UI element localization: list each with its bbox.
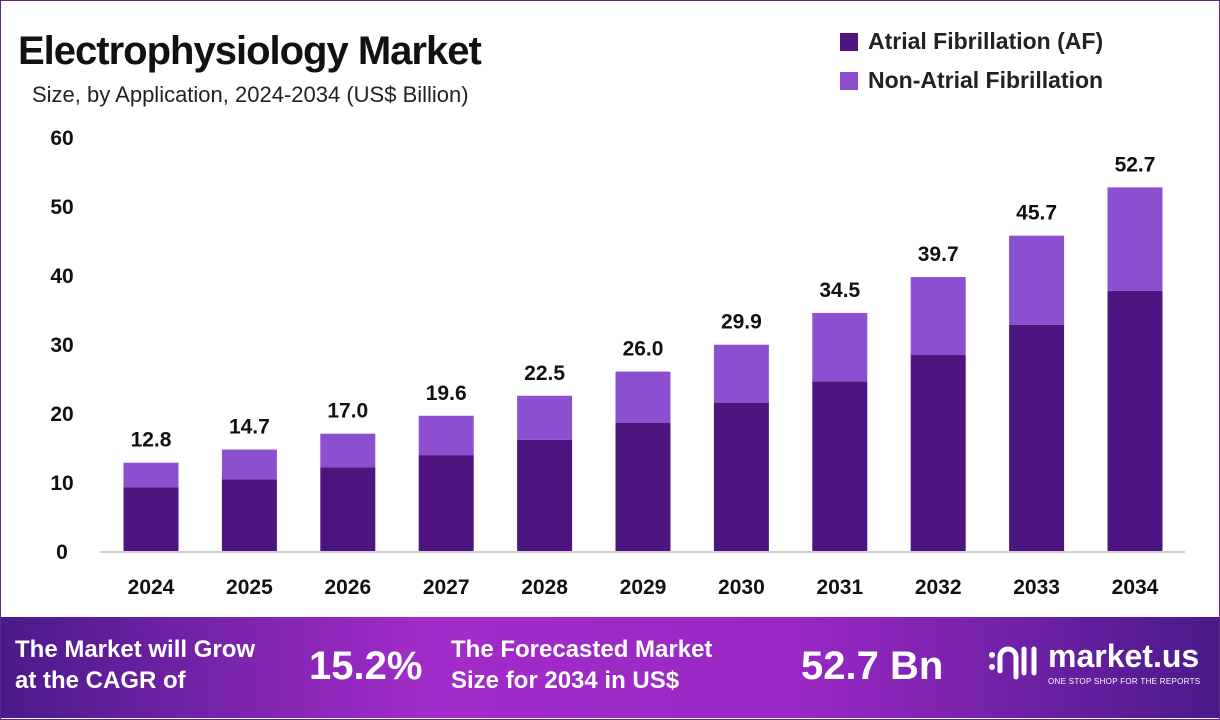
x-tick-label: 2026 (324, 576, 371, 599)
total-label-2024: 12.8 (131, 429, 172, 452)
marketus-logo-icon (989, 646, 1037, 680)
bar-af-2026 (320, 467, 376, 551)
logo-name: market.us (1048, 638, 1200, 674)
total-label-2025: 14.7 (229, 416, 270, 439)
bar-af-2025 (221, 479, 277, 551)
forecast-label-line2: Size for 2034 in US$ (451, 667, 680, 694)
legend-swatch-af (840, 32, 858, 51)
x-tick-label: 2032 (915, 576, 962, 599)
bar-non-af-2027 (418, 415, 474, 456)
bar-chart: 010203040506012.8202414.7202517.0202619.… (50, 127, 1185, 599)
bar-af-2034 (1107, 290, 1163, 551)
forecast-value: 52.7 Bn (801, 644, 944, 688)
total-label-2034: 52.7 (1115, 153, 1156, 176)
cagr-label-line2: at the CAGR of (15, 667, 186, 694)
legend-label-non-af: Non-Atrial Fibrillation (868, 67, 1104, 93)
bar-af-2031 (812, 381, 868, 551)
bar-non-af-2031 (812, 312, 868, 382)
x-tick-label: 2024 (128, 576, 175, 599)
marketus-logo: market.us ONE STOP SHOP FOR THE REPORTS (986, 637, 1200, 687)
legend: Atrial Fibrillation (AF) Non-Atrial Fibr… (840, 22, 1103, 100)
bar-non-af-2026 (320, 433, 376, 468)
bar-af-2029 (615, 422, 671, 551)
bar-non-af-2034 (1107, 187, 1163, 291)
footer-banner: The Market will Grow at the CAGR of 15.2… (1, 617, 1219, 718)
total-label-2032: 39.7 (918, 243, 959, 266)
logo-tagline: ONE STOP SHOP FOR THE REPORTS (1048, 677, 1201, 686)
forecast-label-line1: The Forecasted Market (451, 636, 713, 663)
bar-non-af-2033 (1009, 235, 1065, 325)
bar-non-af-2029 (615, 371, 671, 423)
cagr-label: The Market will Grow at the CAGR of (15, 634, 255, 696)
cagr-value: 15.2% (309, 644, 423, 688)
y-tick-label: 50 (50, 196, 73, 219)
total-label-2029: 26.0 (623, 338, 664, 361)
y-tick-label: 60 (50, 127, 73, 150)
y-tick-label: 0 (56, 541, 68, 564)
y-tick-label: 10 (50, 472, 73, 495)
chart-title: Electrophysiology Market (18, 29, 482, 73)
total-label-2026: 17.0 (327, 400, 368, 423)
bar-af-2032 (910, 355, 966, 551)
x-tick-label: 2027 (423, 576, 470, 599)
bar-af-2030 (713, 402, 769, 551)
bar-non-af-2028 (517, 395, 573, 440)
bar-non-af-2024 (123, 462, 179, 488)
bar-af-2028 (517, 439, 573, 551)
legend-label-af: Atrial Fibrillation (AF) (868, 28, 1104, 54)
x-tick-label: 2034 (1112, 576, 1159, 599)
total-label-2028: 22.5 (524, 362, 565, 385)
legend-swatch-non-af (840, 71, 858, 90)
bar-af-2027 (418, 455, 474, 551)
total-label-2031: 34.5 (819, 279, 860, 302)
legend-item-af: Atrial Fibrillation (AF) (840, 22, 1103, 61)
y-tick-label: 20 (50, 403, 73, 426)
total-label-2033: 45.7 (1016, 202, 1057, 225)
total-label-2027: 19.6 (426, 382, 467, 405)
x-tick-label: 2029 (620, 576, 667, 599)
cagr-label-line1: The Market will Grow (15, 636, 256, 663)
bar-af-2033 (1009, 324, 1065, 551)
x-tick-label: 2033 (1013, 576, 1060, 599)
bar-af-2024 (123, 487, 179, 551)
legend-item-non-af: Non-Atrial Fibrillation (840, 61, 1103, 100)
bar-non-af-2030 (713, 344, 769, 403)
y-tick-label: 30 (50, 334, 73, 357)
x-tick-label: 2025 (226, 576, 273, 599)
bar-non-af-2025 (221, 449, 277, 480)
chart-subtitle: Size, by Application, 2024-2034 (US$ Bil… (32, 82, 469, 107)
x-tick-label: 2031 (816, 576, 863, 599)
y-tick-label: 40 (50, 265, 73, 288)
total-label-2030: 29.9 (721, 311, 762, 334)
bar-non-af-2032 (910, 277, 966, 356)
x-tick-label: 2030 (718, 576, 765, 599)
forecast-label: The Forecasted Market Size for 2034 in U… (451, 634, 712, 696)
x-tick-label: 2028 (521, 576, 568, 599)
